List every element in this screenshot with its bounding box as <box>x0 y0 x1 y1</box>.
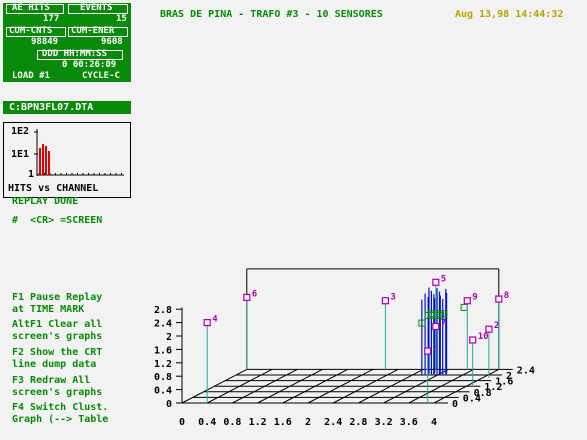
hits-axis-label-100: 1E2 <box>11 126 30 137</box>
plot-axis-labels: 00.40.81.21.622.42.80 0.4 0.8 1.2 1.6 2 2.4 2.8… <box>154 305 535 428</box>
plot-floor-grid <box>181 368 500 404</box>
plot-frame <box>176 268 513 404</box>
hits-axis-label-10: 1E1 <box>11 149 30 160</box>
help-altf1-line1: AltF1 Clear all <box>12 319 103 330</box>
event-cluster-marker <box>440 310 448 318</box>
data-file-name: C:BPN3FL07.DTA <box>3 101 131 114</box>
sensor-label-8: 8 <box>504 291 509 301</box>
screen-title: BRAS DE PINA - TRAFO #3 - 10 SENSORES <box>160 9 383 20</box>
stats-panel: AE HITS EVENTS 177 15 CUM-CNTS CUM-ENER … <box>3 3 131 82</box>
events-label-box <box>68 4 128 14</box>
sensor-label-2: 2 <box>494 321 499 331</box>
replay-status: REPLAY DONE <box>12 196 79 207</box>
load-label: LOAD #1 <box>12 71 50 81</box>
sensor-marker-8 <box>495 295 503 303</box>
z-axis-tick-label: 2 <box>166 332 172 343</box>
help-f3-line1: F3 Redraw All <box>12 375 91 386</box>
x-axis-tick-label: 0.8 <box>223 417 241 428</box>
sensor-label-10: 10 <box>478 332 489 342</box>
sensor-marker-7 <box>432 322 440 331</box>
x-axis-tick-label: 4 <box>431 417 437 428</box>
events-value: 15 <box>116 14 127 24</box>
date-time: Aug 13,98 14:44:32 <box>455 9 564 20</box>
x-axis-tick-label: 1.2 <box>249 417 267 428</box>
hits-histogram <box>34 129 124 176</box>
sensor-marker-4 <box>203 319 211 327</box>
hits-graph-caption: HITS vs CHANNEL <box>8 183 99 194</box>
z-axis-tick-label: 0.4 <box>154 386 172 397</box>
y-axis-tick-label: 0 <box>452 399 458 410</box>
event-cluster-bars <box>418 287 468 375</box>
cum-cnts-value: 98849 <box>31 37 59 47</box>
cum-ener-value: 9608 <box>101 37 123 47</box>
x-axis-tick-label: 2.4 <box>324 417 342 428</box>
help-f1-line1: F1 Pause Replay <box>12 292 103 303</box>
sensor-label-6: 6 <box>252 289 257 299</box>
help-altf1-line2: screen's graphs <box>12 331 103 342</box>
ae-hits-label: AE HITS <box>12 3 50 13</box>
y-axis-tick-label: 0.4 <box>463 393 481 404</box>
hits-vs-channel-graph: 1E2 1E1 1 HITS vs CHANNEL <box>3 122 131 198</box>
z-axis-tick-label: 1.2 <box>154 359 172 370</box>
hits-axis-label-1: 1 <box>28 169 35 180</box>
events-label: EVENTS <box>80 3 113 13</box>
sensor-label-9: 9 <box>472 293 477 303</box>
x-axis-tick-label: 3.6 <box>400 417 418 428</box>
sensor-label-5: 5 <box>441 274 446 284</box>
sensor-marker-1 <box>424 347 432 355</box>
help-f2-line1: F2 Show the CRT <box>12 347 103 358</box>
help-f4-line1: F4 Switch Clust. <box>12 402 109 413</box>
time-label-box <box>37 50 123 60</box>
sensor-label-3: 3 <box>390 293 395 303</box>
y-axis-tick-label: 1.2 <box>484 382 502 393</box>
event-cluster-marker <box>418 319 426 327</box>
elapsed-time-label: DDD HH:MM:SS <box>42 49 108 59</box>
help-f2: F2 Show the CRT line dump data <box>12 347 102 371</box>
y-axis-tick-label: 0.8 <box>474 388 492 399</box>
help-f4-line2: Graph (--> Table <box>12 414 109 425</box>
help-f2-line2: line dump data <box>12 359 97 370</box>
y-axis-tick-label: 2.4 <box>517 365 535 376</box>
sensor-marker-2 <box>485 325 493 333</box>
sensor-marker-9 <box>463 297 471 305</box>
sensor-marker-5 <box>432 278 440 286</box>
help-f3: F3 Redraw All screen's graphs <box>12 375 102 399</box>
help-f3-line2: screen's graphs <box>12 387 103 398</box>
cum-ener-label-box <box>68 27 128 37</box>
ae-hits-label-box <box>6 4 64 14</box>
x-axis-tick-label: 2.8 <box>349 417 367 428</box>
z-axis-tick-label: 2.4 <box>154 319 172 330</box>
help-f1: F1 Pause Replay at TIME MARK <box>12 292 102 316</box>
z-axis-tick-label: 1.6 <box>154 345 172 356</box>
screen-prompt: # <CR> =SCREEN <box>12 215 103 226</box>
event-cluster-marker <box>460 303 468 311</box>
help-altf1: AltF1 Clear all screen's graphs <box>12 319 102 343</box>
z-axis-tick-label: 2.8 <box>154 305 172 316</box>
x-axis-tick-label: 2 <box>305 417 311 428</box>
y-axis-tick-label: 1.6 <box>495 377 513 388</box>
sensor-label-7: 7 <box>441 319 446 329</box>
cum-ener-label: CUM-ENER <box>71 26 115 36</box>
elapsed-time-value: 0 00:26:09 <box>62 60 117 70</box>
cum-cnts-label: CUM-CNTS <box>9 26 53 36</box>
y-axis-tick-label: 2 <box>506 371 512 382</box>
cycle-label: CYCLE-C <box>82 71 120 81</box>
x-axis-tick-label: 0.4 <box>198 417 216 428</box>
sensor-marker-10 <box>469 336 477 344</box>
sensor-marker-3 <box>381 297 389 305</box>
z-axis-tick-label: 0.8 <box>154 372 172 383</box>
x-axis-tick-label: 1.6 <box>274 417 292 428</box>
z-axis-tick-label: 0 <box>166 399 172 410</box>
sensor-marker-6 <box>243 293 251 301</box>
ae-hits-value: 177 <box>43 14 60 24</box>
sensor-markers: 12345678910 <box>203 274 509 403</box>
help-f4: F4 Switch Clust. Graph (--> Table <box>12 402 108 426</box>
cum-cnts-label-box <box>6 27 66 37</box>
help-f1-line2: at TIME MARK <box>12 304 85 315</box>
x-axis-tick-label: 0 <box>179 417 185 428</box>
x-axis-tick-label: 3.2 <box>375 417 393 428</box>
sensor-label-4: 4 <box>212 315 218 325</box>
